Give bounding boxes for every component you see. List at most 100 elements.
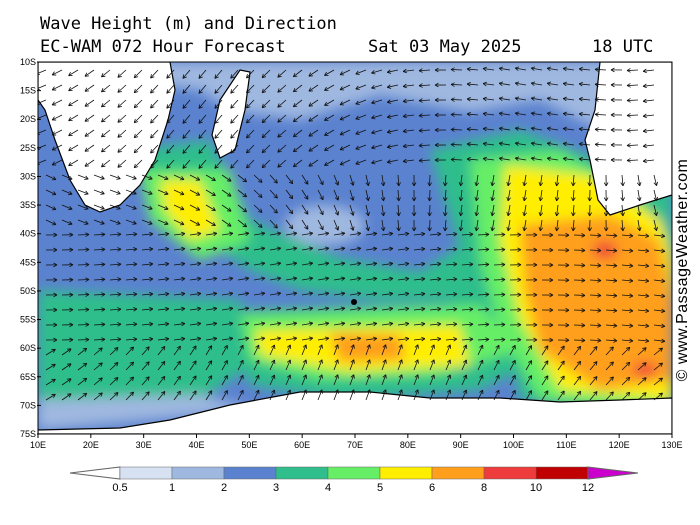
direction-arrow [221,336,234,342]
direction-arrow [237,231,250,236]
direction-arrow [541,360,549,371]
wave-height-field [38,62,672,434]
direction-arrow [365,219,370,231]
direction-arrow [493,262,506,267]
lat-tick-label: 75S [20,429,36,439]
direction-arrow [461,247,474,252]
direction-arrow [653,233,666,239]
direction-arrow [525,247,538,253]
direction-arrow [594,127,607,132]
direction-arrow [61,204,73,211]
madagascar-landmass [211,69,251,159]
direction-arrow [365,359,371,371]
direction-arrow [573,375,582,386]
direction-arrow [205,246,218,252]
direction-arrow [386,84,399,89]
direction-arrow [621,391,631,401]
direction-arrow [490,189,495,202]
colorbar-swatch [483,466,537,480]
direction-arrow [221,390,228,401]
direction-arrow [237,306,250,311]
direction-arrow [221,189,232,197]
direction-arrow [610,97,623,103]
direction-arrow [301,374,307,386]
direction-arrow [38,144,47,151]
direction-arrow [317,246,330,251]
direction-arrow [605,233,618,238]
direction-arrow [157,219,169,226]
direction-arrow [461,359,468,371]
direction-arrow [205,360,213,371]
direction-arrow [285,321,298,326]
direction-arrow [578,156,591,162]
direction-arrow [45,174,57,181]
direction-arrow [626,113,639,118]
direction-arrow [365,204,370,216]
direction-arrow [253,306,266,311]
direction-arrow [466,141,479,147]
direction-arrow [450,82,463,87]
direction-arrow [317,344,323,356]
lat-tick-label: 60S [20,343,36,353]
direction-arrow [333,359,339,371]
direction-arrow [411,189,417,202]
direction-arrow [396,174,401,187]
direction-arrow [261,99,271,109]
direction-arrow [371,69,383,75]
direction-arrow [482,111,495,117]
direction-arrow [594,157,607,162]
direction-arrow [557,277,570,283]
direction-arrow [538,189,544,202]
direction-arrow [166,144,175,154]
direction-arrow [125,376,135,386]
lat-tick-label: 55S [20,315,36,325]
direction-arrow [443,219,448,232]
direction-arrow [101,99,111,108]
direction-arrow [445,247,458,252]
direction-arrow [522,174,527,187]
direction-arrow [557,247,570,253]
direction-arrow [571,189,576,202]
direction-arrow [237,336,250,341]
direction-arrow [605,346,614,356]
direction-arrow [221,306,234,312]
direction-arrow [68,159,79,167]
direction-arrow [450,112,463,117]
direction-arrow [189,204,201,211]
direction-arrow [182,84,191,94]
direction-arrow [466,126,479,132]
direction-arrow [214,114,223,124]
direction-arrow [93,262,106,267]
direction-arrow [434,142,447,148]
direction-arrow [381,246,394,252]
direction-arrow [578,81,591,87]
direction-arrow [157,261,170,267]
direction-arrow [621,308,634,313]
lon-tick-label: 120E [609,440,630,450]
colorbar-label: 8 [481,482,487,494]
lat-tick-label: 10S [20,57,36,67]
direction-arrow [189,360,197,371]
direction-arrow [573,248,586,253]
direction-arrow [636,219,642,232]
colorbar-swatch [223,466,277,480]
forecast-date: Sat 03 May 2025 [368,37,522,57]
direction-arrow [125,337,138,342]
direction-arrow [51,129,63,136]
direction-arrow [562,111,575,117]
direction-arrow [77,377,88,386]
direction-arrow [637,278,650,284]
direction-arrow [466,96,479,102]
direction-arrow [93,347,103,356]
direction-arrow [637,323,650,329]
direction-arrow [589,278,602,283]
direction-arrow [317,321,330,326]
direction-arrow [157,276,170,282]
direction-arrow [557,262,570,268]
direction-arrow [525,375,532,386]
direction-arrow [509,262,522,268]
direction-arrow [380,174,386,187]
direction-arrow [371,114,383,120]
direction-arrow [61,307,74,313]
direction-arrow [381,344,387,356]
